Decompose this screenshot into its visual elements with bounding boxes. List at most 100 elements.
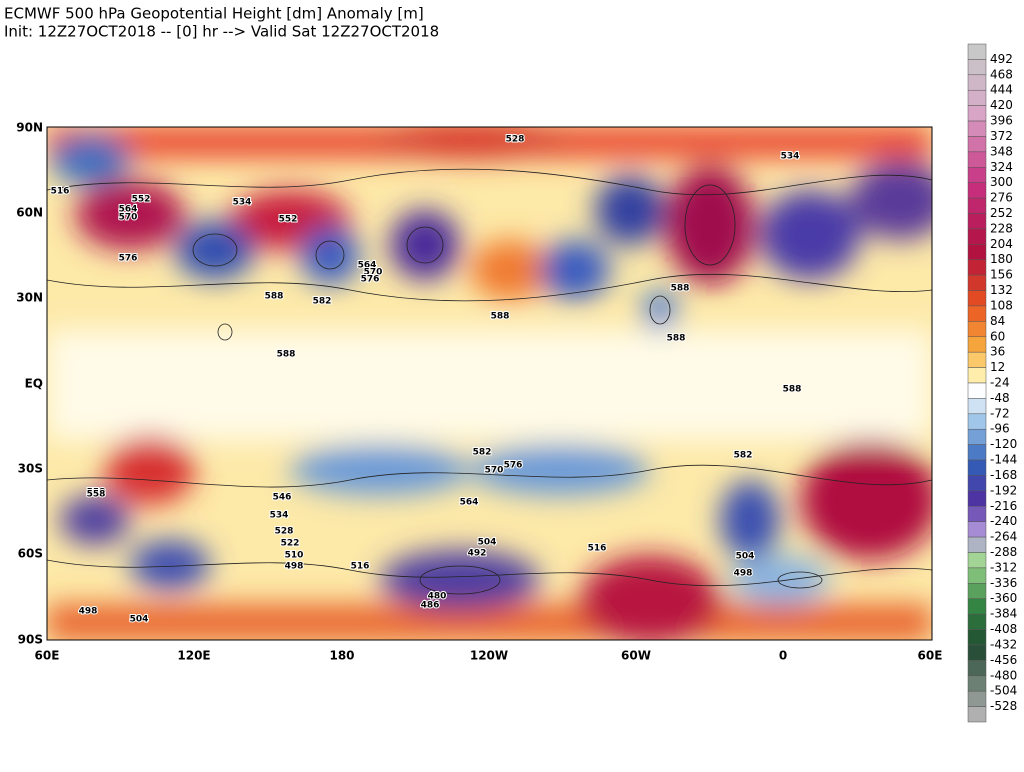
contour-label: 588	[783, 385, 802, 395]
lon-label: 0	[779, 649, 787, 663]
colorbar-swatch	[967, 506, 987, 522]
colorbar-label: 396	[990, 114, 1013, 128]
colorbar-swatch	[967, 367, 987, 384]
colorbar-label: -96	[990, 422, 1010, 436]
colorbar-swatch	[967, 244, 987, 260]
colorbar-swatch	[967, 382, 987, 399]
colorbar-label: 60	[990, 329, 1005, 343]
contour-label: 588	[491, 312, 510, 322]
colorbar-label: -216	[990, 499, 1017, 513]
contour-label: 522	[281, 539, 300, 549]
contour-label: 546	[273, 493, 292, 503]
colorbar-label: 36	[990, 345, 1005, 359]
colorbar-swatch	[967, 182, 987, 199]
lat-label: 60S	[18, 547, 43, 561]
colorbar-swatch	[967, 706, 987, 723]
colorbar-swatch	[967, 490, 987, 507]
contour-label: 552	[132, 195, 151, 205]
contour-label: 564	[358, 261, 377, 271]
contour-labels: 528 534 516 552 564 570 576 534 552 564 …	[50, 134, 803, 626]
colorbar-swatch	[967, 629, 987, 646]
colorbar-label: -312	[990, 560, 1017, 574]
contour-label: 534	[233, 198, 252, 208]
contour-label: 564	[119, 205, 138, 215]
colorbar-swatch	[967, 598, 987, 615]
colorbar-label: -192	[990, 483, 1017, 497]
colorbar-label: -528	[990, 699, 1017, 713]
contour-label: 492	[468, 549, 487, 559]
colorbar-label: -168	[990, 468, 1017, 482]
contour-label: 570	[119, 213, 138, 223]
colorbar-swatch	[967, 567, 987, 584]
colorbar-label: -384	[990, 607, 1017, 621]
colorbar-swatch	[967, 74, 987, 91]
contour-label: 558	[87, 488, 106, 498]
colorbar-label: 228	[990, 221, 1013, 235]
contour-label: 498	[285, 562, 304, 572]
colorbar-swatch	[967, 228, 987, 245]
colorbar-swatch	[967, 89, 987, 106]
contour-label: 480	[428, 592, 447, 602]
contour-label: 534	[270, 511, 289, 521]
colorbar-label: 420	[990, 98, 1013, 112]
colorbar-swatch	[967, 120, 987, 137]
colorbar-swatch	[967, 644, 987, 661]
contour-label: 588	[277, 350, 296, 360]
contour-label: 564	[460, 498, 479, 508]
contour-label: 582	[473, 448, 492, 458]
lon-label: 180	[329, 649, 354, 663]
lon-label: 120W	[470, 649, 508, 663]
colorbar-swatch	[967, 459, 987, 476]
contour-label: 552	[279, 215, 298, 225]
colorbar-swatch	[967, 290, 987, 307]
colorbar-swatch	[967, 213, 987, 230]
contour-label: 570	[364, 268, 383, 278]
colorbar-label: 324	[990, 160, 1013, 174]
contour-label: 504	[478, 538, 497, 548]
contour-label: 498	[79, 607, 98, 617]
contour-label: 534	[781, 152, 800, 162]
colorbar-label: -144	[990, 453, 1017, 467]
colorbar-swatch	[967, 690, 987, 707]
colorbar-label: -48	[990, 391, 1010, 405]
contour-label: 516	[588, 544, 607, 554]
lat-label: 90S	[18, 633, 43, 647]
colorbar-label: 132	[990, 283, 1013, 297]
lat-labels: 90N 60N 30N EQ 30S 60S 90S	[16, 121, 43, 647]
colorbar-label: -504	[990, 684, 1017, 698]
colorbar-label: 300	[990, 175, 1013, 189]
contour-label: 516	[351, 562, 370, 572]
contour-label: 558	[87, 490, 106, 500]
contour-label: 498	[734, 569, 753, 579]
contour-label: 576	[361, 275, 380, 285]
colorbar-swatch	[967, 59, 987, 76]
contour-label: 576	[504, 461, 523, 471]
lon-label: 120E	[177, 649, 210, 663]
lat-label: 60N	[16, 206, 43, 220]
colorbar-label: -336	[990, 576, 1017, 590]
lon-labels: 60E 120E 180 120W 60W 0 60E	[35, 649, 943, 663]
colorbar-swatch	[967, 536, 987, 553]
colorbar-swatch	[967, 675, 987, 692]
colorbar-label: 372	[990, 129, 1013, 143]
colorbar-swatch	[967, 105, 987, 122]
colorbar-swatch	[967, 613, 987, 630]
colorbar-label: -264	[990, 530, 1017, 544]
contour-label: 486	[421, 601, 440, 611]
colorbar-label: 348	[990, 144, 1013, 158]
colorbar-label: -240	[990, 514, 1017, 528]
colorbar-swatch	[967, 413, 987, 430]
colorbar-swatch	[967, 259, 987, 276]
colorbar-swatch	[967, 336, 987, 353]
contour-label: 510	[285, 551, 304, 561]
colorbar-swatch	[967, 552, 987, 569]
colorbar-label: -24	[990, 376, 1010, 390]
anomaly-field	[47, 127, 932, 640]
contour-label: 588	[671, 284, 690, 294]
lat-label: EQ	[25, 377, 43, 391]
colorbar-label: -432	[990, 637, 1017, 651]
title: ECMWF 500 hPa Geopotential Height [dm] A…	[4, 5, 424, 23]
colorbar-label: -456	[990, 653, 1017, 667]
colorbar: 4924684444203963723483243002762522282041…	[967, 43, 1017, 723]
